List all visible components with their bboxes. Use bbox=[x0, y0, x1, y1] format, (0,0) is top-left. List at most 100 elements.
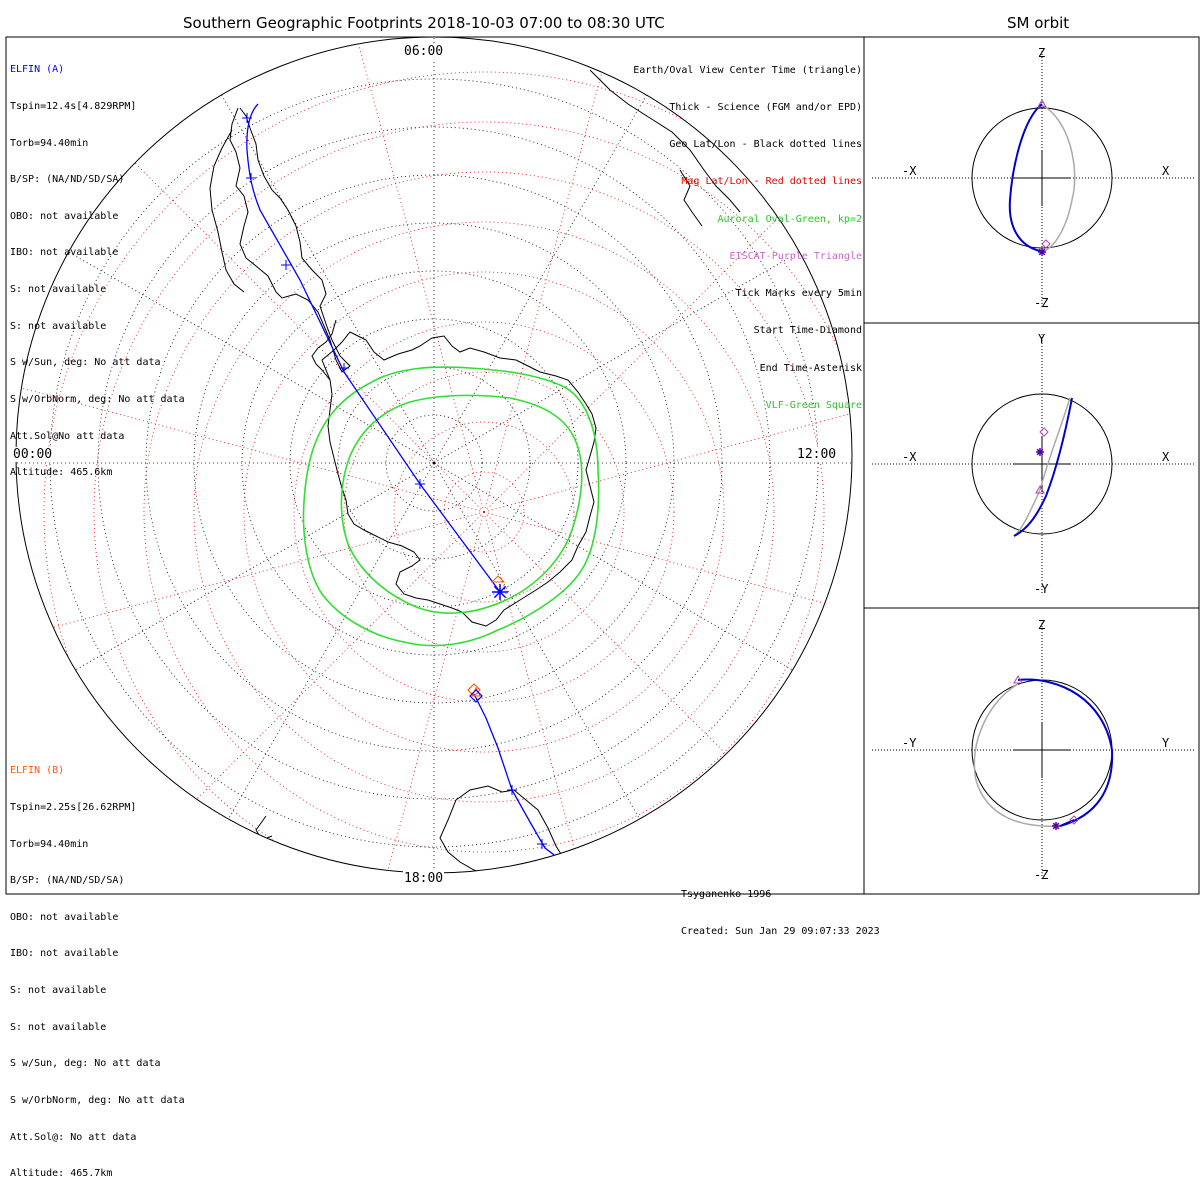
mag-lon-line bbox=[483, 511, 852, 873]
elfin-b-line: Att.Sol@: No att data bbox=[10, 1131, 137, 1143]
elfin-b-line: Torb=94.40min bbox=[10, 838, 89, 850]
panel-3-axis-bottom: -Z bbox=[1034, 868, 1049, 882]
mag-lat-circle bbox=[93, 121, 852, 873]
south-america-west-coast bbox=[209, 129, 245, 293]
side-title: SM orbit bbox=[1007, 14, 1070, 32]
panel-3-axis-top: Z bbox=[1038, 618, 1046, 632]
orbit-a bbox=[1017, 678, 1114, 827]
orbit-ghost bbox=[1013, 397, 1071, 537]
end-asterisk bbox=[1052, 822, 1060, 830]
mag-lat-circle bbox=[243, 271, 725, 753]
mag-lon-line bbox=[483, 144, 852, 513]
orbit-panel-2 bbox=[872, 334, 1196, 594]
elfin-b-line: IBO: not available bbox=[10, 948, 119, 960]
orbit-ghost bbox=[1041, 104, 1076, 253]
model-label: Tsyganenko-1996 bbox=[681, 889, 772, 901]
created-label: Created: Sun Jan 29 09:07:33 2023 bbox=[681, 926, 880, 938]
geo-lon-line bbox=[433, 462, 650, 836]
pole-marker bbox=[432, 461, 436, 465]
panel-1-axis-top: Z bbox=[1038, 46, 1046, 60]
panel-2-axis-top: Y bbox=[1038, 332, 1046, 346]
elfin-a-track bbox=[242, 103, 508, 600]
australia-coast bbox=[439, 785, 567, 873]
legend-item: End Time-Asterisk bbox=[759, 362, 862, 374]
view-center-triangle bbox=[1037, 98, 1047, 108]
elfin-b-name: ELFIN (B) bbox=[10, 765, 65, 777]
coastlines bbox=[209, 69, 741, 873]
start-diamond bbox=[1039, 427, 1049, 437]
mag-lat-circle bbox=[393, 421, 575, 603]
panel-2-axis-left: -X bbox=[902, 450, 917, 464]
view-center-triangle bbox=[490, 575, 506, 583]
africa-coast bbox=[589, 69, 741, 213]
elfin-b-info: ELFIN (B) Tspin=2.25s[26.62RPM] Torb=94.… bbox=[10, 741, 185, 1193]
panel-1-axis-left: -X bbox=[902, 164, 917, 178]
mag-lon-line bbox=[16, 377, 485, 513]
elfin-a-line: S: not available bbox=[10, 284, 107, 296]
plot-canvas bbox=[5, 36, 1200, 895]
start-diamond bbox=[1069, 815, 1079, 825]
mag-lon-line bbox=[483, 37, 619, 513]
panel-1-axis-right: X bbox=[1162, 164, 1170, 178]
view-center-triangle bbox=[1013, 674, 1023, 684]
elfin-a-line: Torb=94.40min bbox=[10, 137, 89, 149]
mag-lon-line bbox=[483, 377, 852, 513]
start-diamond-b bbox=[469, 689, 483, 703]
orbit-panel-3 bbox=[872, 620, 1196, 880]
mag-lat-circle bbox=[193, 221, 775, 803]
end-asterisk bbox=[493, 585, 507, 599]
mag-lon-line bbox=[349, 37, 485, 513]
elfin-b-line: Altitude: 465.7km bbox=[10, 1168, 113, 1180]
main-title: Southern Geographic Footprints 2018-10-0… bbox=[183, 14, 665, 32]
hour-label-left: 00:00 bbox=[12, 447, 54, 462]
mag-lon-line bbox=[483, 511, 852, 647]
antarctica-coast bbox=[321, 331, 597, 627]
elfin-a-info: ELFIN (A) Tspin=12.4s[4.829RPM] Torb=94.… bbox=[10, 40, 185, 492]
geo-lon-line bbox=[218, 90, 435, 464]
legend-item: Auroral Oval-Green, kp=2 bbox=[717, 213, 863, 225]
elfin-b-line: B/SP: (NA/ND/SD/SA) bbox=[10, 875, 125, 887]
elfin-b-line: Tspin=2.25s[26.62RPM] bbox=[10, 802, 137, 814]
legend-item: Thick - Science (FGM and/or EPD) bbox=[669, 102, 862, 114]
elfin-a-line: IBO: not available bbox=[10, 247, 119, 259]
elfin-a-line: Att.Sol@No att data bbox=[10, 430, 125, 442]
elfin-a-name: ELFIN (A) bbox=[10, 64, 65, 76]
orbit-a bbox=[1008, 103, 1043, 252]
elfin-b-line: S: not available bbox=[10, 985, 107, 997]
elfin-a-line: S w/Sun, deg: No att data bbox=[10, 357, 161, 369]
auroral-oval-outer bbox=[302, 366, 600, 647]
elfin-b-line: OBO: not available bbox=[10, 911, 119, 923]
legend-item: VLF-Green Square bbox=[765, 399, 862, 411]
legend-item: Tick Marks every 5min bbox=[735, 288, 862, 300]
legend: Earth/Oval View Center Time (triangle) T… bbox=[633, 40, 862, 425]
geo-lon-line bbox=[433, 462, 807, 679]
mag-lat-circle bbox=[443, 471, 525, 553]
elfin-a-line: B/SP: (NA/ND/SD/SA) bbox=[10, 174, 125, 186]
footer: Tsyganenko-1996 Created: Sun Jan 29 09:0… bbox=[681, 865, 880, 950]
end-asterisk bbox=[1036, 448, 1044, 456]
geo-lon-line bbox=[218, 462, 435, 836]
view-center-triangle bbox=[1035, 484, 1045, 494]
south-america-coast bbox=[229, 107, 351, 373]
legend-item: EISCAT-Purple Triangle bbox=[729, 250, 862, 262]
mag-lon-line bbox=[116, 511, 485, 873]
mag-grid bbox=[16, 37, 852, 873]
mag-lat-circle bbox=[143, 171, 825, 853]
elfin-b-line: S: not available bbox=[10, 1021, 107, 1033]
elfin-b-line: S w/Sun, deg: No att data bbox=[10, 1058, 161, 1070]
legend-item: Geo Lat/Lon - Black dotted lines bbox=[669, 139, 862, 151]
panel-1-axis-bottom: -Z bbox=[1034, 296, 1049, 310]
elfin-b-line: S w/OrbNorm, deg: No att data bbox=[10, 1094, 185, 1106]
hour-label-top: 06:00 bbox=[403, 44, 445, 59]
end-asterisk bbox=[1038, 248, 1046, 256]
elfin-a-line: Altitude: 465.6km bbox=[10, 467, 113, 479]
elfin-a-line: Tspin=12.4s[4.829RPM] bbox=[10, 101, 137, 113]
orbit-panel-1 bbox=[872, 48, 1196, 308]
panel-2-axis-bottom: -Y bbox=[1034, 582, 1049, 596]
mag-lat-circle bbox=[343, 371, 625, 653]
legend-item: Earth/Oval View Center Time (triangle) bbox=[633, 64, 862, 76]
orbit-ghost bbox=[973, 683, 1059, 827]
start-diamond bbox=[1041, 239, 1051, 249]
elfin-b-track bbox=[467, 683, 567, 867]
orbit-panels-frame bbox=[863, 36, 1200, 895]
